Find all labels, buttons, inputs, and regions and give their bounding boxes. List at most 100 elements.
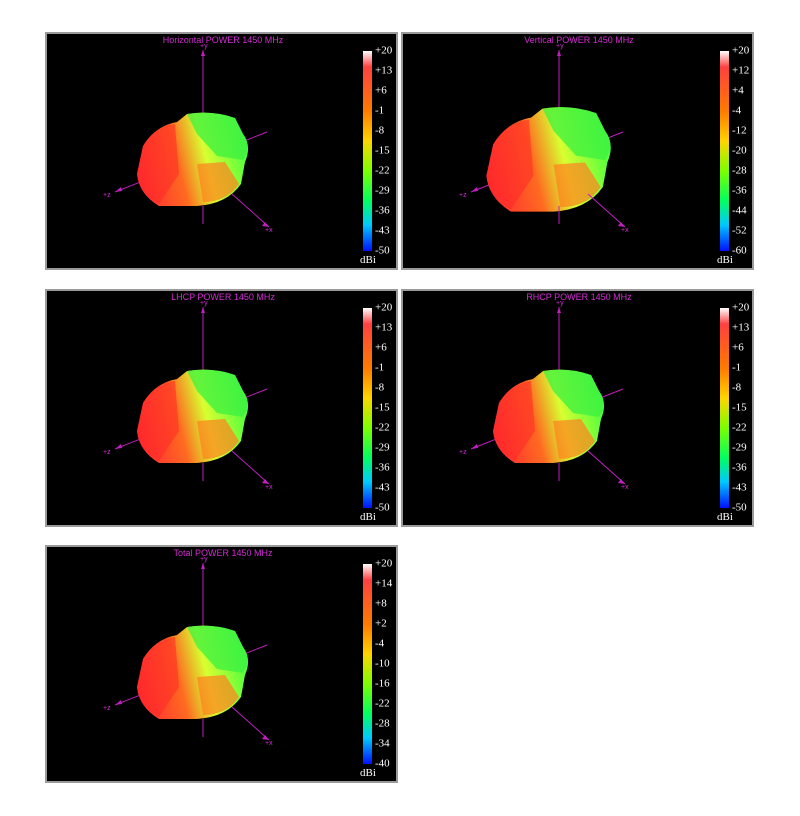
pattern-panel: +y +z +x Total POWER 1450 MHz +20 +14 +8 +2 -4 -1… (45, 545, 398, 783)
colorbar-tick-label: -1 (732, 362, 741, 374)
x-axis (231, 450, 270, 485)
colorbar-tick-label: -10 (375, 658, 390, 670)
colorbar-tick-label: -36 (375, 462, 390, 474)
x-arrow (262, 222, 269, 227)
pattern-patch (197, 419, 239, 459)
colorbar (720, 308, 729, 508)
colorbar-tick-label: -22 (375, 165, 390, 177)
axis-label-x: +x (265, 740, 273, 747)
colorbar-tick-label: +13 (732, 322, 750, 334)
colorbar-tick-label: -43 (375, 225, 390, 237)
radiation-pattern (493, 369, 605, 463)
colorbar-tick-label: +20 (375, 302, 393, 314)
pattern-panel: +y +z +x LHCP POWER 1450 MHz +20 +13 +6 -1 -8 -15… (45, 289, 398, 527)
y-arrow (201, 307, 205, 313)
axis-label-z: +z (103, 192, 111, 199)
pattern-patch (486, 119, 534, 210)
colorbar-tick-label: -50 (375, 245, 390, 257)
panel-title: RHCP POWER 1450 MHz (526, 292, 632, 302)
colorbar-tick-label: -29 (732, 442, 747, 454)
colorbar (363, 51, 372, 251)
colorbar-tick-label: -34 (375, 738, 390, 750)
y-arrow (201, 50, 205, 56)
colorbar-tick-label: -15 (732, 402, 747, 414)
colorbar-tick-label: +13 (375, 65, 393, 77)
colorbar-tick-label: +6 (375, 85, 387, 97)
colorbar-unit: dBi (717, 254, 733, 266)
colorbar-tick-label: -20 (732, 145, 747, 157)
colorbar-tick-label: -29 (375, 185, 390, 197)
colorbar-tick-label: -1 (375, 105, 384, 117)
colorbar (363, 564, 372, 764)
radiation-pattern (137, 112, 249, 206)
radiation-pattern (486, 107, 611, 212)
axis-label-x: +x (265, 227, 273, 234)
colorbar-tick-label: -52 (732, 225, 747, 237)
axis-label-y: +y (556, 300, 564, 307)
colorbar-tick-label: -43 (375, 482, 390, 494)
colorbar-tick-label: -28 (375, 718, 390, 730)
z-arrow (115, 444, 122, 449)
pattern-plot: +y +z +x Horizontal POWER 1450 MHz +20 +13 +6 -… (103, 35, 393, 266)
pattern-patch (542, 107, 611, 161)
pattern-patch (187, 112, 248, 160)
colorbar-tick-label: -22 (732, 422, 747, 434)
colorbar-tick-label: -4 (375, 638, 385, 650)
colorbar-tick-label: +14 (375, 578, 393, 590)
x-arrow (618, 222, 625, 227)
colorbar-tick-label: -36 (732, 185, 747, 197)
colorbar-tick-label: +20 (375, 45, 393, 57)
axis-label-z: +z (459, 192, 467, 199)
colorbar-tick-label: -40 (375, 758, 390, 770)
axis-label-z: +z (459, 449, 467, 456)
pattern-plot: +y +z +x Vertical POWER 1450 MHz +20 +12 +4 -4 -… (459, 35, 750, 266)
panel-title: Total POWER 1450 MHz (173, 548, 273, 558)
radiation-pattern (137, 369, 249, 463)
colorbar-unit: dBi (717, 511, 733, 523)
colorbar-unit: dBi (360, 767, 376, 779)
colorbar-tick-label: -1 (375, 362, 384, 374)
colorbar-tick-label: +13 (375, 322, 393, 334)
colorbar-tick-label: +20 (375, 558, 393, 570)
panel-title: Horizontal POWER 1450 MHz (163, 35, 284, 45)
colorbar-tick-label: +4 (732, 85, 744, 97)
x-arrow (618, 479, 625, 484)
colorbar (720, 51, 729, 251)
colorbar-tick-label: +6 (375, 342, 387, 354)
pattern-plot: +y +z +x LHCP POWER 1450 MHz +20 +13 +6 -1 -8 -15… (103, 292, 393, 523)
axis-label-y: +y (556, 43, 564, 50)
z-arrow (471, 444, 478, 449)
y-arrow (557, 307, 561, 313)
colorbar-tick-label: -15 (375, 402, 390, 414)
pattern-patch (543, 369, 604, 417)
colorbar-tick-label: -36 (375, 205, 390, 217)
colorbar-tick-label: -4 (732, 105, 742, 117)
x-axis (587, 450, 626, 485)
pattern-patch (137, 381, 179, 461)
axis-label-x: +x (265, 484, 273, 491)
colorbar-tick-label: -12 (732, 125, 747, 137)
pattern-patch (137, 124, 179, 204)
axis-label-y: +y (200, 43, 208, 50)
z-arrow (115, 700, 122, 705)
colorbar-tick-label: +8 (375, 598, 387, 610)
y-arrow (557, 50, 561, 56)
colorbar-tick-label: -36 (732, 462, 747, 474)
pattern-patch (187, 369, 248, 417)
colorbar-tick-label: -44 (732, 205, 747, 217)
colorbar-tick-label: -8 (375, 125, 385, 137)
colorbar-tick-label: -50 (375, 502, 390, 514)
colorbar (363, 308, 372, 508)
z-arrow (115, 187, 122, 192)
axis-label-x: +x (621, 227, 629, 234)
x-axis (231, 706, 270, 741)
pattern-plot: +y +z +x Total POWER 1450 MHz +20 +14 +8 +2 -4 -1… (103, 548, 393, 779)
pattern-plot: +y +z +x RHCP POWER 1450 MHz +20 +13 +6 -1 -8 -15… (459, 292, 750, 523)
colorbar-tick-label: -50 (732, 502, 747, 514)
colorbar-unit: dBi (360, 511, 376, 523)
colorbar-unit: dBi (360, 254, 376, 266)
pattern-panel: +y +z +x RHCP POWER 1450 MHz +20 +13 +6 -1 -8 -15… (401, 289, 754, 527)
colorbar-tick-label: -29 (375, 442, 390, 454)
colorbar-tick-label: +6 (732, 342, 744, 354)
